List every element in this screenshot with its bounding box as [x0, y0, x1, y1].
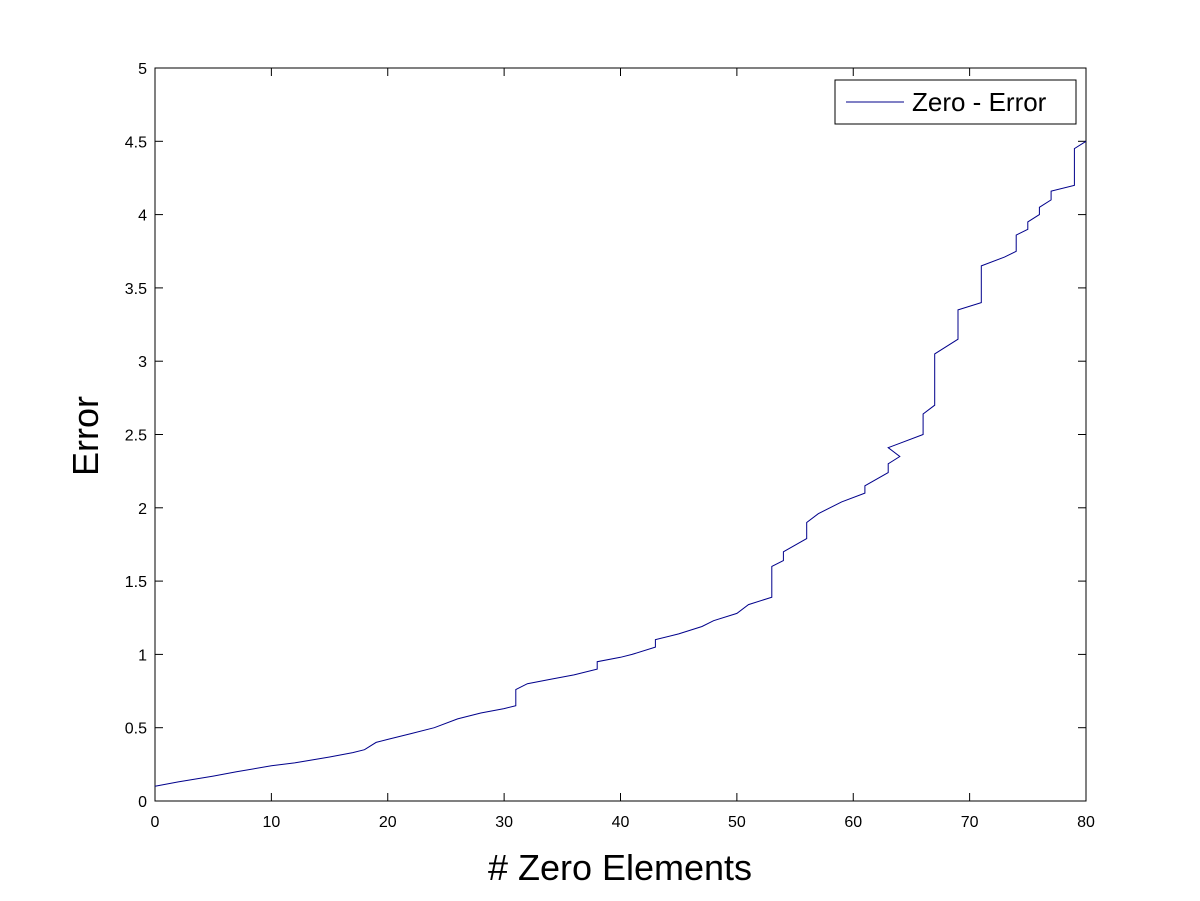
- y-tick-label: 0.5: [125, 721, 147, 738]
- y-tick-label: 2.5: [125, 428, 147, 445]
- y-tick-label: 4.5: [125, 134, 147, 151]
- x-tick-label: 30: [495, 814, 513, 831]
- x-tick-label: 80: [1077, 814, 1095, 831]
- axis-ticks: [154, 67, 1087, 802]
- axis-tick-labels: 0 10 20 30 40 50 60 70 80 0 0.5 1 1.5 2 2.5 3 3.5 4 4.5 5: [125, 61, 1095, 831]
- y-tick-label: 3.5: [125, 281, 147, 298]
- x-tick-label: 40: [612, 814, 630, 831]
- y-tick-label: 3: [138, 354, 147, 371]
- y-tick-label: 4: [138, 208, 147, 225]
- x-tick-label: 60: [844, 814, 862, 831]
- y-tick-label: 1.5: [125, 574, 147, 591]
- y-tick-label: 0: [138, 794, 147, 811]
- plot-area: [154, 67, 1087, 802]
- x-tick-label: 20: [379, 814, 397, 831]
- x-axis-title: # Zero Elements: [488, 847, 752, 888]
- series-line-zero-error: [154, 140, 1087, 787]
- y-tick-label: 1: [138, 647, 147, 664]
- x-tick-label: 10: [262, 814, 280, 831]
- legend: Zero - Error: [834, 79, 1077, 125]
- y-axis-title: Error: [65, 396, 106, 476]
- x-tick-label: 50: [728, 814, 746, 831]
- y-tick-label: 2: [138, 501, 147, 518]
- y-tick-label: 5: [138, 61, 147, 78]
- legend-label: Zero - Error: [912, 87, 1047, 117]
- x-tick-label: 70: [961, 814, 979, 831]
- x-tick-label: 0: [151, 814, 160, 831]
